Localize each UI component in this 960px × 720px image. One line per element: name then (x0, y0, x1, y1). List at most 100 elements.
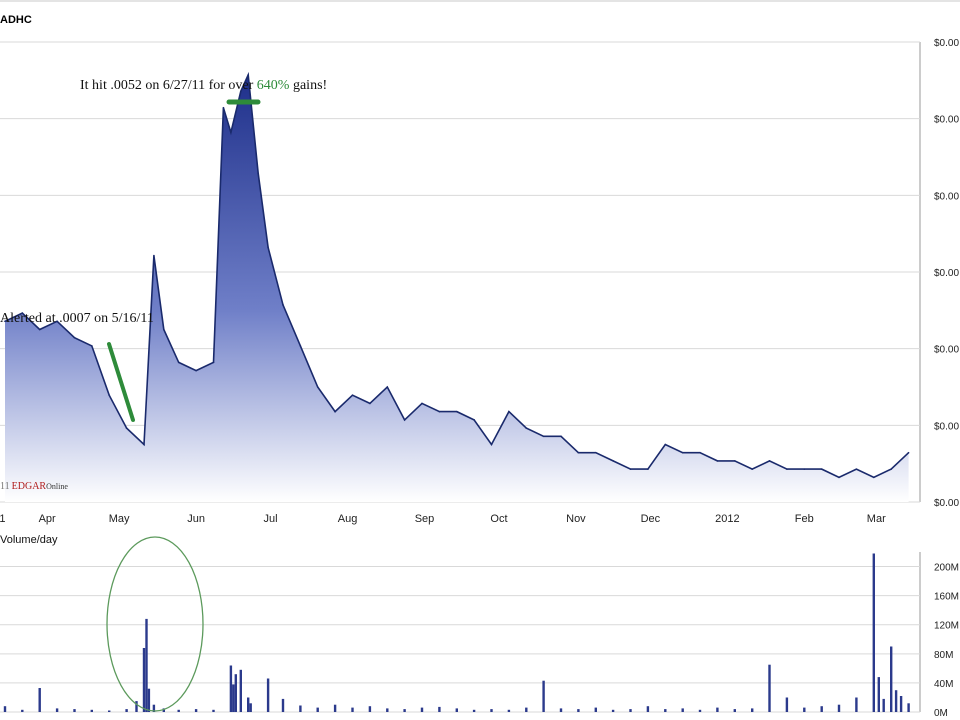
alert-highlight-mark (107, 342, 135, 422)
volume-bar (882, 698, 885, 712)
price-point (716, 460, 719, 462)
peak-annotation-percent: 640% (257, 78, 290, 93)
price-point (4, 320, 6, 323)
price-point (267, 246, 269, 249)
price-point (56, 320, 58, 323)
volume-bar (368, 706, 372, 712)
volume-bar (559, 708, 563, 712)
volume-bar (455, 708, 458, 712)
price-point (21, 312, 24, 314)
volume-bar (333, 704, 337, 712)
price-point (473, 419, 475, 421)
volume-tick-label: 160M (934, 592, 959, 603)
price-point (403, 419, 406, 421)
volume-bar (472, 709, 476, 712)
volume-bar (3, 706, 7, 712)
price-point (230, 131, 232, 134)
price-point (594, 451, 597, 454)
volume-bar (803, 707, 806, 712)
price-point (163, 328, 165, 331)
volume-bar (249, 703, 252, 712)
volume-bar (386, 708, 389, 712)
price-point (542, 435, 545, 438)
volume-bar (899, 696, 903, 712)
volume-bar (907, 703, 910, 712)
price-point (612, 460, 614, 462)
watermark-year: 11 (0, 481, 10, 492)
price-point (855, 468, 858, 470)
volume-bar (247, 697, 250, 712)
volume-bar (768, 664, 771, 712)
volume-bar (420, 707, 424, 712)
price-point (143, 443, 145, 446)
price-tick-label: $0.00 (934, 498, 959, 509)
volume-bar (266, 678, 270, 712)
volume-bar (351, 707, 354, 712)
volume-gridlines (0, 566, 920, 713)
price-point (699, 451, 701, 454)
volume-tick-label: 200M (934, 563, 959, 574)
volume-spike-circle (106, 536, 204, 712)
volume-bar (232, 684, 235, 712)
price-point (820, 468, 823, 470)
price-point (91, 345, 93, 347)
volume-bars (3, 553, 910, 712)
volume-bar (820, 706, 823, 712)
month-label: Oct (490, 513, 507, 525)
peak-annotation-suffix: gains! (289, 78, 327, 93)
month-label: Aug (338, 513, 358, 525)
month-label: May (109, 513, 130, 525)
volume-bar (855, 697, 858, 712)
volume-bar (872, 553, 875, 712)
volume-bar (403, 709, 406, 712)
volume-bar (629, 709, 632, 712)
price-point (282, 304, 284, 306)
price-point (239, 90, 242, 93)
month-label: 1 (0, 513, 6, 525)
watermark-brand: EDGAR (12, 481, 47, 492)
price-point (369, 402, 371, 405)
price-point (890, 468, 892, 470)
volume-bar (234, 674, 237, 712)
price-point (907, 451, 910, 454)
price-point (334, 410, 336, 413)
price-point (247, 74, 250, 76)
volume-bar (751, 708, 754, 712)
month-axis-labels: 1 Apr May Jun Jul Aug Sep Oct Nov Dec 2012 Feb Mar (0, 513, 886, 525)
price-point (664, 443, 667, 446)
volume-bar (38, 688, 41, 712)
volume-label: Volume/day (0, 534, 58, 546)
volume-bar (877, 677, 880, 712)
price-point (73, 336, 76, 339)
price-point (421, 402, 423, 405)
volume-tick-label: 120M (934, 621, 959, 632)
volume-bar (525, 707, 528, 712)
price-tick-label: $0.00 (934, 345, 959, 356)
volume-bar (316, 707, 319, 712)
volume-bar (681, 708, 684, 712)
month-label: 2012 (715, 513, 739, 525)
price-point (351, 394, 354, 397)
price-point (455, 410, 458, 413)
price-point (212, 361, 215, 364)
price-points (4, 74, 910, 479)
edgar-watermark: 11 EDGAROnline (0, 481, 68, 492)
peak-annotation: It hit .0052 on 6/27/11 for over 640% ga… (80, 78, 327, 93)
volume-bar (438, 706, 441, 712)
month-label: Dec (641, 513, 661, 525)
volume-bar (594, 707, 597, 712)
price-point (838, 476, 840, 479)
price-point (257, 172, 259, 175)
price-point (490, 443, 493, 446)
price-point (733, 460, 736, 462)
volume-bar (90, 709, 93, 712)
volume-bar (299, 705, 302, 712)
volume-bar (698, 709, 702, 712)
month-label: Sep (415, 513, 435, 525)
price-point (560, 435, 562, 438)
volume-bar (490, 709, 493, 712)
volume-bar (542, 680, 545, 712)
price-axis-ticks: $0.00 $0.00 $0.00 $0.00 $0.00 $0.00 $0.00 (934, 38, 959, 509)
price-tick-label: $0.00 (934, 115, 959, 126)
